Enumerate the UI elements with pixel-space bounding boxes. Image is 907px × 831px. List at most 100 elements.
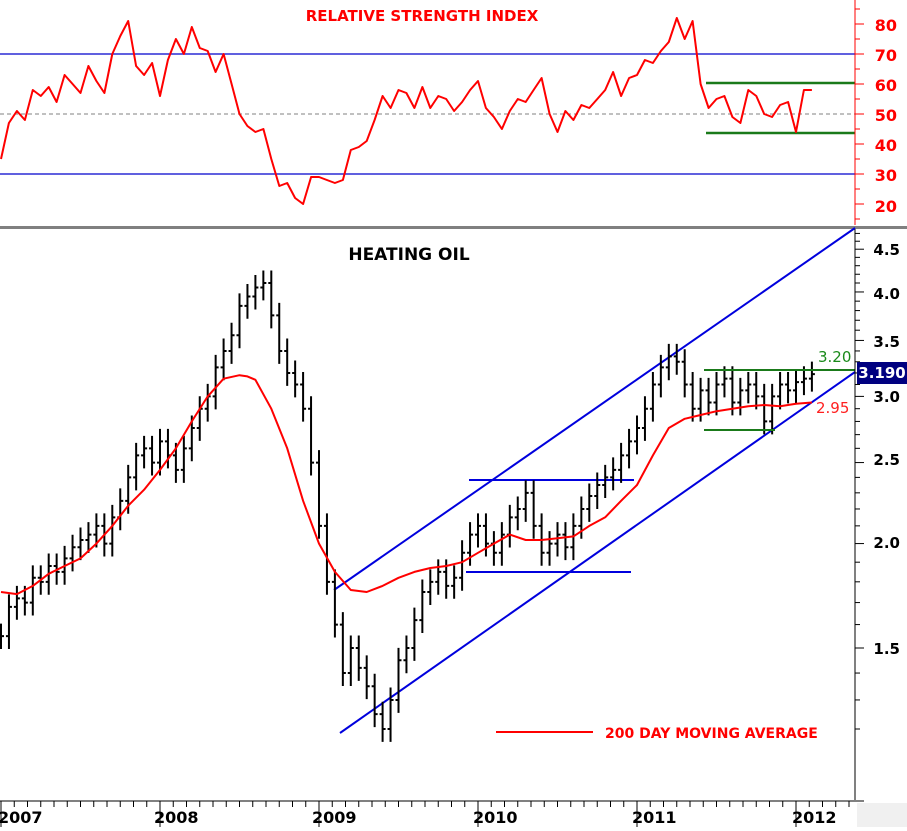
price-bar (93, 513, 100, 548)
rsi-title: RELATIVE STRENGTH INDEX (306, 7, 539, 25)
last-price-value: 3.190 (858, 364, 905, 382)
price-bar (395, 647, 402, 713)
price-bar (785, 371, 792, 404)
price-bar (451, 565, 458, 599)
price-bar (475, 513, 481, 548)
price-bar (323, 513, 330, 595)
price-bar (522, 480, 529, 522)
rsi-tick-label: 20 (875, 197, 897, 216)
year-label-2011: 2011 (632, 808, 677, 827)
price-bar (729, 366, 736, 416)
price-bar (626, 428, 633, 469)
price-bar (260, 270, 267, 301)
price-bar (180, 435, 187, 483)
price-bar (355, 635, 362, 681)
year-label-2008: 2008 (154, 808, 199, 827)
price-bar (339, 612, 346, 686)
price-bar (236, 293, 243, 349)
ma-level-label: 2.95 (816, 399, 849, 417)
price-bar (506, 504, 513, 548)
year-label-2009: 2009 (312, 808, 357, 827)
price-bar (427, 569, 434, 605)
channel-upper-line (333, 227, 856, 591)
rsi-tick-label: 50 (875, 106, 897, 125)
price-bar (498, 522, 505, 566)
price-bar (347, 635, 354, 686)
price-bar (403, 635, 410, 674)
price-bar (657, 354, 664, 398)
price-bar (316, 450, 322, 539)
price-bar (77, 527, 84, 561)
rsi-tick-label: 80 (875, 16, 897, 35)
price-bar (793, 369, 799, 404)
price-tick-label: 4.5 (873, 241, 900, 259)
price-bar (530, 480, 537, 539)
price-bar (141, 435, 148, 469)
price-tick-label: 3.5 (873, 333, 900, 351)
price-title: HEATING OIL (348, 245, 469, 265)
price-bar (546, 531, 553, 566)
price-bar (411, 607, 418, 661)
price-bar (490, 531, 497, 566)
price-tick-label: 3.0 (873, 388, 900, 406)
price-bar (363, 655, 370, 700)
price-bar (641, 396, 648, 441)
price-bar (292, 360, 299, 398)
rsi-tick-label: 60 (875, 76, 897, 95)
price-bar (705, 377, 712, 416)
price-bars (0, 270, 815, 742)
price-bar (435, 559, 442, 595)
rsi-tick-label: 70 (875, 46, 897, 65)
price-bar (13, 585, 20, 620)
price-bar (5, 594, 12, 650)
price-bar (220, 338, 227, 381)
price-bar (808, 361, 815, 392)
price-bar (665, 343, 672, 381)
price-bar (379, 701, 386, 742)
rsi-line (0, 17, 812, 205)
axis-corner-box (857, 803, 907, 827)
price-bar (761, 383, 768, 435)
moving-average-line (0, 374, 812, 596)
price-bar (649, 371, 656, 422)
price-bar (228, 322, 235, 364)
price-bar (244, 284, 251, 319)
price-bar (610, 457, 617, 491)
price-bar (276, 302, 283, 364)
price-bar (149, 435, 156, 476)
price-bar (562, 522, 569, 561)
price-bar (109, 504, 116, 557)
price-bar (769, 383, 776, 435)
price-tick-label: 2.5 (873, 451, 900, 469)
price-bar (800, 366, 807, 396)
price-bar (618, 442, 625, 483)
price-bar (69, 534, 76, 572)
price-bar (85, 522, 92, 553)
price-bar (554, 522, 561, 557)
price-bar (634, 415, 640, 455)
price-bar (713, 371, 720, 416)
price-bar (29, 565, 36, 616)
x-axis: 2007 2008 2009 2010 2011 2012 (0, 800, 907, 827)
price-bar (0, 623, 4, 650)
price-bar (387, 687, 394, 742)
price-bar (777, 371, 784, 410)
price-tick-label: 2.0 (873, 534, 900, 552)
rsi-y-ticks (855, 8, 864, 220)
x-axis-ticks (0, 801, 850, 827)
price-bar (212, 354, 219, 410)
resistance-level-label: 3.20 (818, 348, 851, 366)
price-bar (514, 496, 521, 531)
price-bar (602, 464, 609, 498)
price-bar (117, 488, 124, 531)
price-bar (673, 343, 680, 375)
price-y-ticks (855, 232, 864, 730)
price-bar (753, 371, 760, 410)
price-bar (586, 483, 593, 522)
panel-divider[interactable] (0, 226, 907, 229)
price-tick-label: 1.5 (873, 640, 900, 658)
year-label-2007: 2007 (0, 808, 43, 827)
price-bar (371, 673, 378, 728)
price-bar (331, 569, 338, 638)
